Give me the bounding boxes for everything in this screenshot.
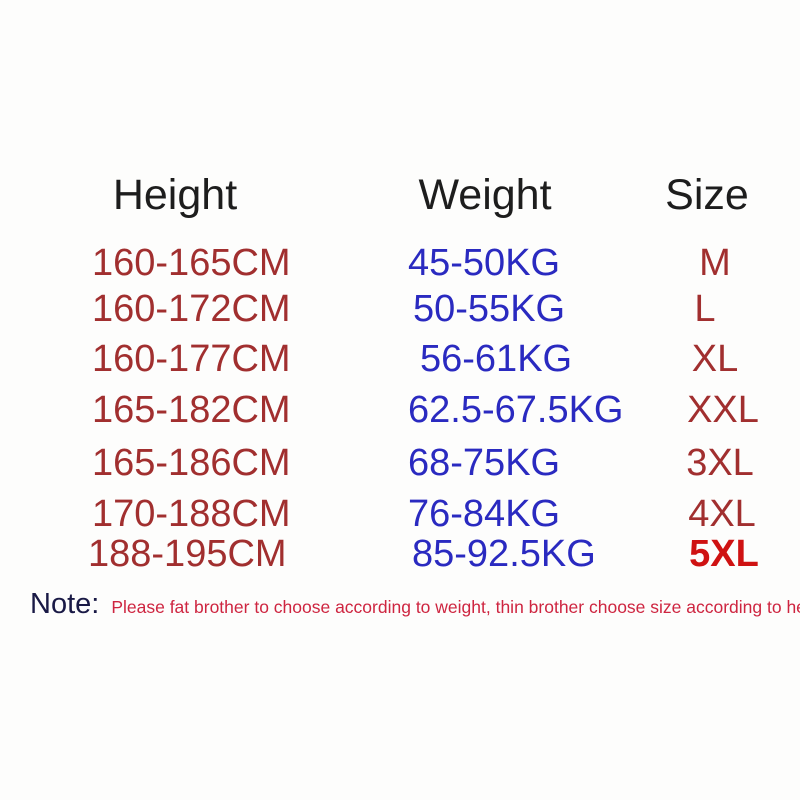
- size-cell: XXL: [687, 389, 759, 431]
- size-cell: 3XL: [686, 442, 754, 484]
- height-cell: 160-177CM: [92, 338, 291, 380]
- table-row: 165-186CM 68-75KG 3XL: [0, 440, 800, 486]
- weight-cell: 85-92.5KG: [412, 533, 596, 575]
- table-row: 170-188CM 76-84KG 4XL: [0, 491, 800, 537]
- size-cell: 4XL: [688, 493, 756, 535]
- size-cell: L: [694, 288, 716, 330]
- table-row: 160-165CM 45-50KG M: [0, 240, 800, 286]
- weight-cell: 56-61KG: [420, 338, 573, 380]
- size-cell: M: [699, 242, 731, 284]
- size-cell: XL: [691, 338, 739, 380]
- height-cell: 188-195CM: [88, 533, 287, 575]
- size-cell: 5XL: [689, 533, 759, 575]
- table-row: 160-172CM 50-55KG L: [0, 286, 800, 332]
- column-header-weight: Weight: [418, 171, 552, 219]
- height-cell: 160-165CM: [92, 242, 291, 284]
- height-cell: 165-182CM: [92, 389, 291, 431]
- weight-cell: 76-84KG: [408, 493, 561, 535]
- weight-cell: 50-55KG: [413, 288, 566, 330]
- weight-cell: 62.5-67.5KG: [408, 389, 624, 431]
- table-row: 160-177CM 56-61KG XL: [0, 336, 800, 382]
- note-label: Note:: [30, 588, 100, 620]
- table-header-row: Height Weight Size: [0, 170, 800, 219]
- table-row: 188-195CM 85-92.5KG 5XL: [0, 531, 800, 577]
- height-cell: 170-188CM: [92, 493, 291, 535]
- column-header-size: Size: [665, 171, 749, 219]
- table-row: 165-182CM 62.5-67.5KG XXL: [0, 387, 800, 433]
- column-header-height: Height: [112, 171, 238, 219]
- height-cell: 160-172CM: [92, 288, 291, 330]
- note-text: Please fat brother to choose according t…: [111, 597, 800, 617]
- note: Note: Please fat brother to choose accor…: [30, 588, 800, 621]
- height-cell: 165-186CM: [92, 442, 291, 484]
- weight-cell: 68-75KG: [408, 442, 561, 484]
- weight-cell: 45-50KG: [408, 242, 561, 284]
